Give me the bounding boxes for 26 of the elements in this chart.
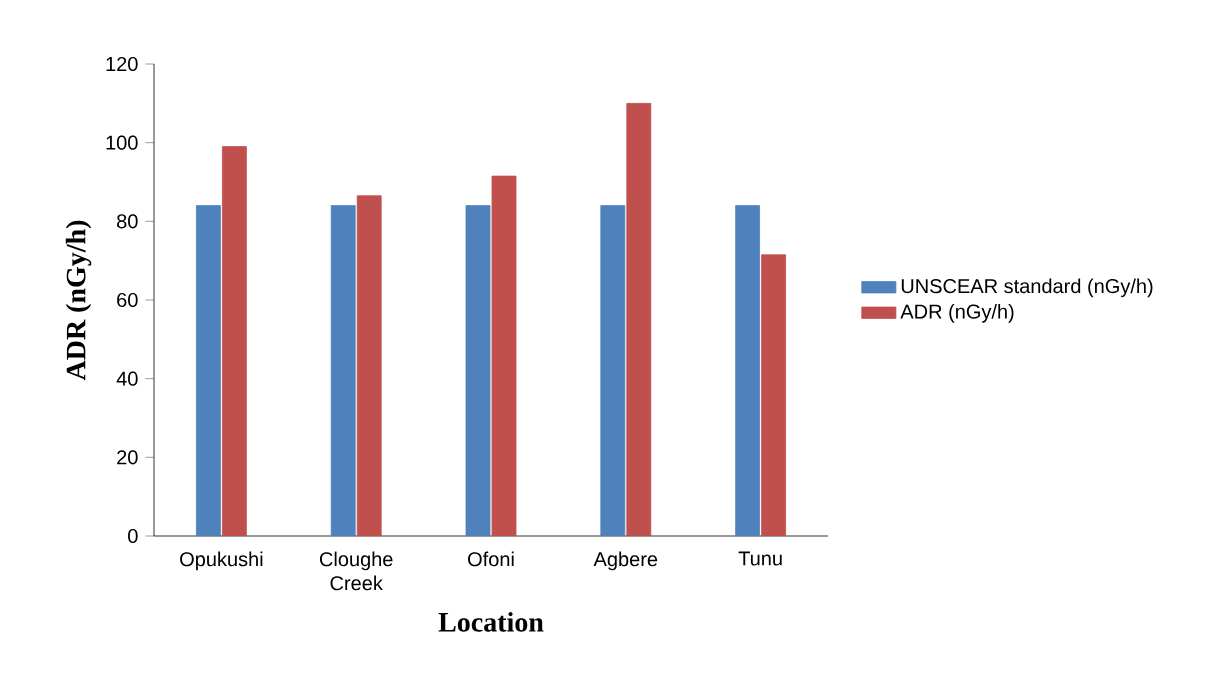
- y-tick-label: 20: [117, 450, 138, 465]
- bar: [600, 205, 626, 537]
- bar: [356, 195, 382, 537]
- y-axis-title: ADR (nGy/h): [65, 220, 92, 381]
- bar: [222, 146, 247, 537]
- x-axis-title: Location: [438, 612, 544, 632]
- y-tick-label: 0: [128, 528, 138, 544]
- y-tick-label: 120: [106, 56, 138, 72]
- bar: [491, 175, 517, 537]
- y-tick-label: 80: [117, 214, 138, 229]
- x-tick-label: Ofoni: [468, 551, 514, 567]
- x-tick-label: Cloughe Creek: [319, 551, 393, 591]
- x-tick-label: Tunu: [738, 551, 782, 566]
- legend-label: UNSCEAR standard (nGy/h): [901, 278, 1153, 298]
- legend-label: ADR (nGy/h): [900, 304, 1014, 323]
- bar: [465, 205, 491, 537]
- bar: [626, 102, 652, 537]
- x-tick-label: Agbere: [593, 551, 658, 571]
- y-tick-label: 100: [106, 135, 138, 150]
- y-tick-label: 40: [116, 371, 138, 386]
- bar: [761, 254, 787, 537]
- bar: [196, 205, 221, 537]
- bar: [735, 205, 760, 537]
- bar: [330, 205, 356, 537]
- y-tick-label: 60: [117, 292, 138, 308]
- x-tick-label: Opukushi: [180, 551, 263, 571]
